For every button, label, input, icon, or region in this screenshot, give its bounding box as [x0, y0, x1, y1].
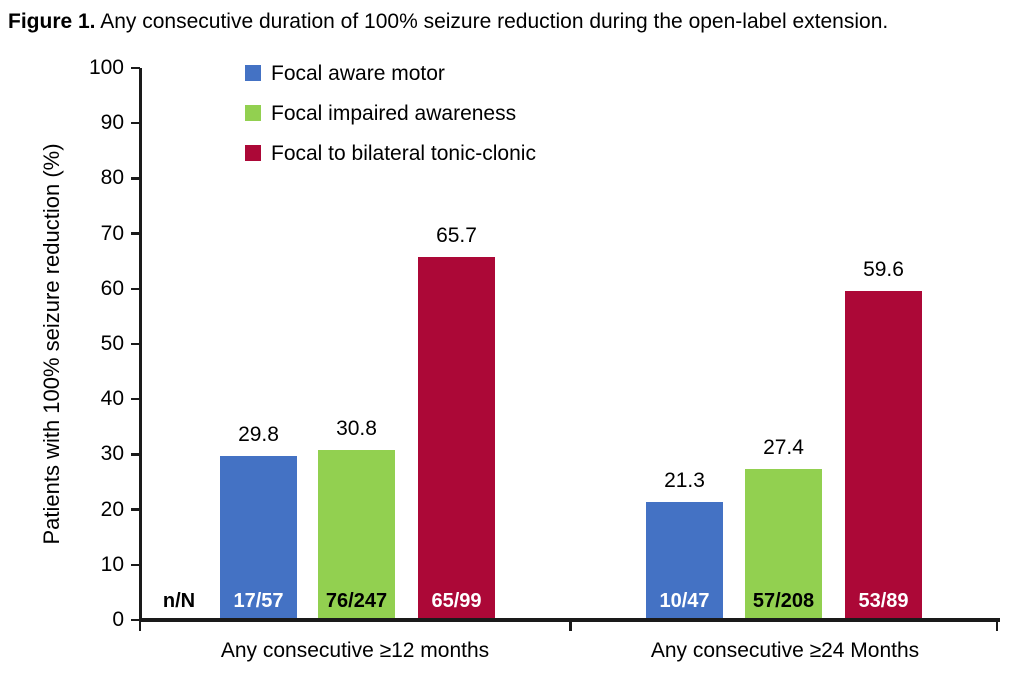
y-axis-tick	[131, 287, 140, 291]
y-axis-tick-label: 100	[88, 56, 124, 79]
bar-value-label: 21.3	[664, 469, 705, 493]
x-axis-tick	[995, 620, 998, 631]
bar-focal-impaired-awareness-group2	[745, 468, 822, 618]
bar-value-label: 59.6	[863, 258, 904, 281]
y-axis-tick-label: 10	[100, 552, 124, 576]
y-axis-tick	[131, 397, 140, 401]
legend-swatch-icon	[245, 145, 261, 161]
x-axis-category-label: Any consecutive ≥12 months	[220, 639, 490, 662]
y-axis-tick	[131, 563, 140, 567]
y-axis-label: Patients with 100% seizure reduction (%)	[39, 143, 64, 545]
bar-focal-to-bilateral-tonic-clonic-group1	[418, 257, 495, 618]
legend-label: Focal to bilateral tonic-clonic	[271, 142, 536, 165]
figure-title: Figure 1. Any consecutive duration of 10…	[8, 8, 1018, 35]
bar-value-label: 27.4	[763, 435, 804, 459]
bar-fraction-label: 65/99	[431, 590, 482, 612]
x-axis-tick	[138, 620, 142, 631]
bar-focal-to-bilateral-tonic-clonic-group2	[845, 291, 922, 618]
legend-label: Focal impaired awareness	[271, 102, 517, 125]
figure-title-text: Any consecutive duration of 100% seizure…	[95, 10, 889, 33]
bar-value-label: 65.7	[436, 224, 477, 248]
bar-fraction-label: 10/47	[659, 590, 710, 612]
x-axis-tick	[569, 620, 572, 631]
bar-fraction-label: 17/57	[233, 590, 284, 612]
legend-label: Focal aware motor	[271, 62, 445, 85]
y-axis-tick	[131, 453, 140, 456]
y-axis-tick-label: 60	[100, 276, 124, 300]
y-axis-tick	[131, 342, 140, 346]
y-axis-tick	[131, 177, 140, 180]
y-axis-tick-label: 30	[100, 442, 124, 466]
legend-swatch-icon	[245, 65, 261, 81]
bar-value-label: 29.8	[238, 422, 279, 446]
bar-focal-aware-motor-group2	[646, 502, 723, 618]
y-axis-tick	[131, 232, 140, 235]
figure-title-prefix: Figure 1.	[8, 10, 96, 33]
y-axis-tick	[131, 618, 140, 622]
y-axis-tick-label: 80	[100, 166, 124, 190]
y-axis-tick-label: 90	[100, 111, 124, 135]
y-axis-tick	[131, 121, 140, 125]
bar-value-label: 30.8	[336, 416, 377, 440]
bar-fraction-label: 57/208	[752, 590, 815, 612]
x-axis-category-label: Any consecutive ≥24 Months	[650, 639, 920, 662]
y-axis-tick-label: 70	[100, 221, 124, 245]
y-axis-tick-label: 40	[100, 387, 124, 411]
bar-fraction-label: 76/247	[325, 590, 388, 612]
bar-focal-impaired-awareness-group1	[318, 449, 395, 618]
y-axis-tick-label: 20	[100, 497, 124, 521]
y-axis-tick-label: 0	[112, 608, 124, 631]
y-axis-line	[138, 68, 142, 620]
y-axis-tick	[131, 66, 140, 70]
y-axis-tick-label: 50	[100, 332, 124, 355]
bar-fraction-label: 53/89	[858, 590, 909, 612]
n-over-N-header: n/N	[162, 590, 196, 612]
y-axis-tick	[131, 508, 140, 511]
bar-focal-aware-motor-group1	[220, 455, 297, 618]
legend-swatch-icon	[245, 105, 261, 121]
